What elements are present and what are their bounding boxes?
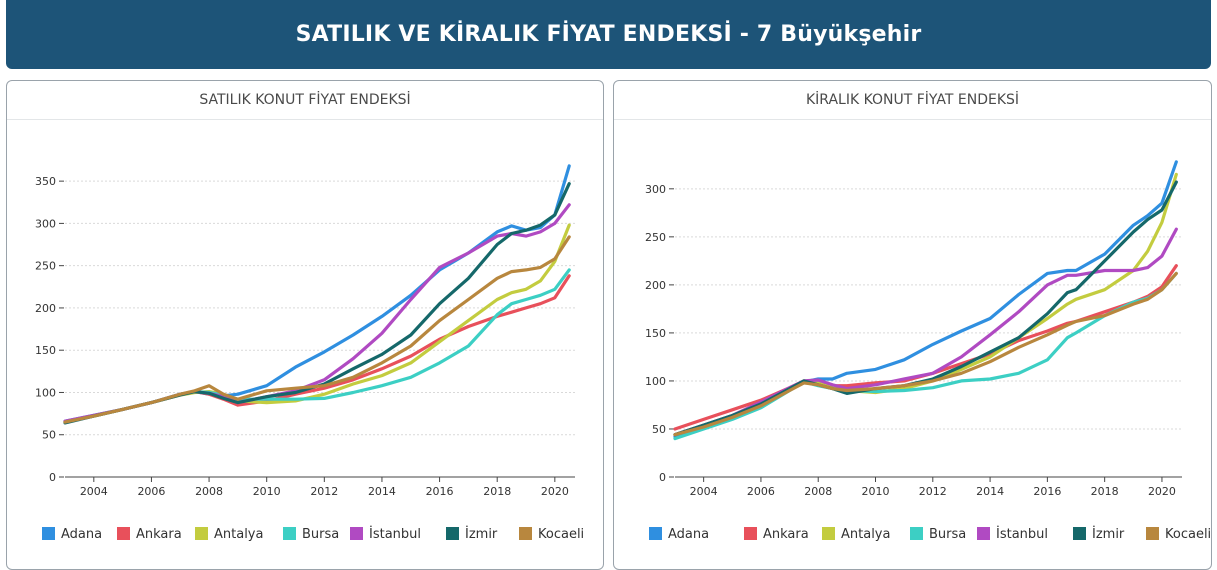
legend-label: Antalya <box>214 527 263 542</box>
x-tick-label: 2004 <box>690 485 718 498</box>
legend-label: Ankara <box>136 527 182 542</box>
legend-swatch <box>42 527 55 540</box>
legend-label: İstanbul <box>996 526 1048 542</box>
y-tick-label: 150 <box>35 344 56 357</box>
legend-label: Bursa <box>302 527 339 542</box>
x-tick-label: 2004 <box>80 485 108 498</box>
y-tick-label: 200 <box>35 302 56 315</box>
x-tick-label: 2016 <box>1033 485 1061 498</box>
legend-label: İstanbul <box>369 526 421 542</box>
x-tick-label: 2006 <box>137 485 165 498</box>
y-tick-label: 150 <box>645 327 666 340</box>
x-tick-label: 2016 <box>426 485 454 498</box>
legend-label: İzmir <box>465 526 498 542</box>
legend-swatch <box>283 527 296 540</box>
sales-index-panel: SATILIK KONUT FİYAT ENDEKSİ 0 50 100 150 200… <box>6 80 604 570</box>
rent-index-panel: KİRALIK KONUT FİYAT ENDEKSİ 0 50 100 150 200… <box>613 80 1212 570</box>
x-tick-label: 2010 <box>862 485 890 498</box>
legend-swatch <box>649 527 662 540</box>
y-tick-label: 0 <box>659 471 666 484</box>
x-tick-label: 2008 <box>195 485 223 498</box>
legend-swatch <box>350 527 363 540</box>
legend-swatch <box>1073 527 1086 540</box>
y-tick-label: 50 <box>42 429 56 442</box>
series-line-Kocaeli <box>63 235 571 424</box>
y-tick-label: 350 <box>35 175 56 188</box>
x-tick-label: 2006 <box>747 485 775 498</box>
legend-swatch <box>446 527 459 540</box>
chart-title: SATILIK KONUT FİYAT ENDEKSİ <box>7 81 603 120</box>
legend-label: Kocaeli <box>538 527 584 542</box>
legend-swatch <box>744 527 757 540</box>
legend-label: Adana <box>668 527 709 542</box>
x-tick-label: 2020 <box>1148 485 1176 498</box>
legend-label: İzmir <box>1092 526 1125 542</box>
x-tick-label: 2012 <box>919 485 947 498</box>
y-tick-label: 250 <box>645 231 666 244</box>
legend-swatch <box>822 527 835 540</box>
x-tick-label: 2020 <box>541 485 569 498</box>
legend-label: Bursa <box>929 527 966 542</box>
x-tick-label: 2014 <box>976 485 1004 498</box>
x-tick-label: 2008 <box>804 485 832 498</box>
series-line-Bursa <box>63 268 571 424</box>
page-title: SATILIK VE KİRALIK FİYAT ENDEKSİ - 7 Büy… <box>295 22 922 47</box>
y-tick-label: 250 <box>35 260 56 273</box>
series-line-İzmir <box>673 180 1178 437</box>
chart-title: KİRALIK KONUT FİYAT ENDEKSİ <box>614 81 1211 120</box>
legend-swatch <box>117 527 130 540</box>
y-tick-label: 300 <box>645 183 666 196</box>
legend-label: Adana <box>61 527 102 542</box>
legend-swatch <box>910 527 923 540</box>
sales-index-chart: 0 50 100 150 200 250 300 350 2004 2006 2008 2010 201… <box>35 164 584 542</box>
y-tick-label: 100 <box>35 386 56 399</box>
legend-swatch <box>519 527 532 540</box>
series-line-Bursa <box>673 271 1178 441</box>
legend-swatch <box>977 527 990 540</box>
series-line-Adana <box>673 160 1178 439</box>
legend-label: Antalya <box>841 527 890 542</box>
x-tick-label: 2012 <box>310 485 338 498</box>
legend-label: Kocaeli <box>1165 527 1211 542</box>
x-tick-label: 2018 <box>483 485 511 498</box>
y-tick-label: 50 <box>652 423 666 436</box>
y-tick-label: 200 <box>645 279 666 292</box>
y-tick-label: 300 <box>35 217 56 230</box>
x-tick-label: 2014 <box>368 485 396 498</box>
series-line-Kocaeli <box>673 271 1178 437</box>
y-tick-label: 100 <box>645 375 666 388</box>
legend-swatch <box>195 527 208 540</box>
x-tick-label: 2010 <box>253 485 281 498</box>
legend-swatch <box>1146 527 1159 540</box>
series-line-Antalya <box>673 172 1178 437</box>
legend-label: Ankara <box>763 527 809 542</box>
rent-index-chart: 0 50 100 150 200 250 300 2004 2006 2008 2010 2012 20… <box>645 160 1211 542</box>
header-bar: SATILIK VE KİRALIK FİYAT ENDEKSİ - 7 Büy… <box>6 0 1211 69</box>
x-tick-label: 2018 <box>1091 485 1119 498</box>
y-tick-label: 0 <box>49 471 56 484</box>
